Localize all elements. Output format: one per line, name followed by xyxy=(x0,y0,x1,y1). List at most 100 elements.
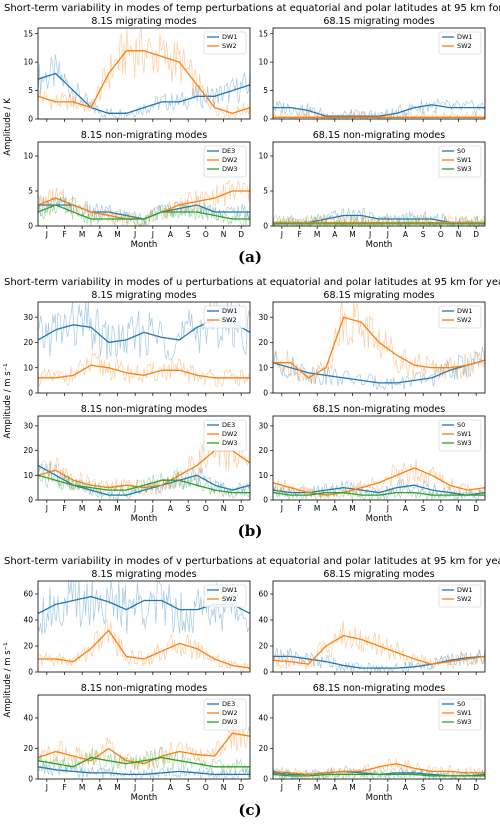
x-tick-label: O xyxy=(203,230,209,239)
series-line-sw2 xyxy=(38,629,251,669)
figure-caption: (c) xyxy=(238,801,261,819)
panel-frame xyxy=(272,27,486,120)
series-line-dw1 xyxy=(273,104,485,117)
x-axis-label: Month xyxy=(131,793,158,803)
y-tick-label: 5 xyxy=(263,187,268,196)
legend-label: DW2 xyxy=(222,156,238,164)
y-axis-label: Amplitude / K xyxy=(3,98,13,156)
legend-label: DE3 xyxy=(222,147,235,155)
x-tick-label: J xyxy=(45,504,48,513)
x-tick-label: J xyxy=(368,230,371,239)
x-tick-label: J xyxy=(386,783,389,792)
x-tick-label: D xyxy=(473,783,479,792)
x-tick-label: M xyxy=(314,230,320,239)
x-tick-label: A xyxy=(403,230,409,239)
legend-label: DW2 xyxy=(222,430,238,438)
panel-subtitle: 68.1S migrating modes xyxy=(323,16,434,27)
y-tick-label: 40 xyxy=(258,714,268,723)
y-tick-label: 0 xyxy=(263,389,268,398)
panel-frame xyxy=(272,415,486,501)
x-tick-label: J xyxy=(151,783,154,792)
y-tick-label: 0 xyxy=(263,222,268,231)
y-tick-label: 40 xyxy=(23,616,33,625)
x-tick-label: J xyxy=(133,783,136,792)
panel-frame xyxy=(37,580,251,673)
series-line-sw2 xyxy=(38,364,250,379)
panel: 8.1S non-migrating modes 0 20 40 J F M A M J J A S O N… xyxy=(23,683,251,803)
x-tick-label: N xyxy=(456,230,462,239)
series-line-de3 xyxy=(37,766,250,776)
panel-subtitle: 68.1S migrating modes xyxy=(323,290,434,301)
series-raw-sw2 xyxy=(37,619,251,673)
x-tick-label: A xyxy=(332,783,338,792)
y-axis-label: Amplitude / m s⁻¹ xyxy=(3,363,13,438)
x-tick-label: O xyxy=(203,504,209,513)
series-line-dw1 xyxy=(272,359,486,384)
x-axis-label: Month xyxy=(366,240,393,250)
figure-title: Short-term variability in modes of v per… xyxy=(4,556,500,567)
figure-title: Short-term variability in modes of temp … xyxy=(4,3,500,14)
series-raw-dw3 xyxy=(37,196,251,228)
y-tick-label: 0 xyxy=(263,496,268,505)
x-tick-label: J xyxy=(45,783,48,792)
panel-subtitle: 8.1S non-migrating modes xyxy=(81,404,207,415)
x-tick-label: J xyxy=(280,783,283,792)
legend-label: SW2 xyxy=(457,42,472,50)
legend-label: SW3 xyxy=(457,439,472,447)
y-tick-label: 0 xyxy=(28,389,33,398)
x-tick-label: F xyxy=(297,230,301,239)
panel-subtitle: 8.1S migrating modes xyxy=(91,290,196,301)
x-tick-label: M xyxy=(314,783,320,792)
y-tick-label: 0 xyxy=(28,496,33,505)
legend-label: SW3 xyxy=(457,718,472,726)
y-tick-label: 10 xyxy=(258,363,268,372)
series-line-dw3 xyxy=(37,204,250,220)
x-tick-label: J xyxy=(280,230,283,239)
legend-label: DW1 xyxy=(457,586,473,594)
figure-1: Short-term variability in modes of u per… xyxy=(3,277,500,540)
x-tick-label: S xyxy=(186,504,191,513)
series-raw-dw2 xyxy=(37,431,251,497)
series-raw-dw3 xyxy=(37,746,251,775)
panel-subtitle: 68.1S non-migrating modes xyxy=(313,683,446,694)
panel-frame xyxy=(272,580,486,673)
panel: 68.1S non-migrating modes 0 10 20 30 J F M A M J J A… xyxy=(258,404,486,524)
y-tick-label: 10 xyxy=(258,58,268,67)
y-tick-label: 5 xyxy=(28,187,33,196)
legend-label: DE3 xyxy=(222,700,235,708)
x-tick-label: S xyxy=(421,783,426,792)
x-tick-label: M xyxy=(314,504,320,513)
x-tick-label: N xyxy=(456,783,462,792)
panel-subtitle: 68.1S non-migrating modes xyxy=(313,404,446,415)
legend-label: SW2 xyxy=(222,42,237,50)
x-tick-label: M xyxy=(349,230,355,239)
y-tick-label: 10 xyxy=(23,363,33,372)
series-raw-de3 xyxy=(37,761,251,780)
x-tick-label: S xyxy=(421,230,426,239)
panel-subtitle: 68.1S non-migrating modes xyxy=(313,130,446,141)
panel-subtitle: 8.1S migrating modes xyxy=(91,16,196,27)
x-tick-label: J xyxy=(386,230,389,239)
x-tick-label: A xyxy=(403,783,409,792)
x-tick-label: M xyxy=(114,230,120,239)
x-tick-label: M xyxy=(79,783,85,792)
legend-label: SW2 xyxy=(457,316,472,324)
figure-caption: (b) xyxy=(238,522,263,540)
panel: 8.1S non-migrating modes 0 5 10 J F M A M J J A S O N D… xyxy=(23,130,251,250)
x-tick-label: F xyxy=(62,783,66,792)
x-tick-label: J xyxy=(151,230,154,239)
y-tick-label: 20 xyxy=(258,744,268,753)
legend-label: DW1 xyxy=(457,307,473,315)
x-axis-label: Month xyxy=(366,514,393,524)
panel-frame xyxy=(37,301,251,394)
x-tick-label: M xyxy=(114,504,120,513)
y-tick-label: 40 xyxy=(258,616,268,625)
x-tick-label: N xyxy=(456,504,462,513)
legend-label: DW3 xyxy=(222,718,238,726)
x-tick-label: D xyxy=(473,230,479,239)
x-tick-label: D xyxy=(238,504,244,513)
series-line-sw2 xyxy=(273,316,486,379)
panel: 68.1S non-migrating modes 0 20 40 J F M A M J J A S O… xyxy=(258,683,486,803)
